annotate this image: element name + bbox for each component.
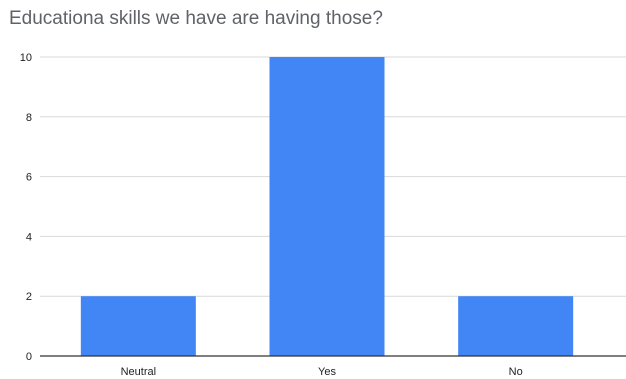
- y-tick-label: 4: [26, 231, 32, 243]
- y-axis-ticks: 0 2 4 6 8 10: [20, 52, 32, 363]
- bar-neutral: [80, 296, 196, 356]
- y-tick-label: 10: [20, 52, 32, 64]
- y-tick-label: 8: [26, 112, 32, 124]
- x-category-label: Neutral: [121, 366, 156, 378]
- y-tick-label: 2: [26, 291, 32, 303]
- x-axis-categories: Neutral Yes No: [121, 366, 523, 378]
- x-category-label: No: [509, 366, 523, 378]
- bar-no: [458, 296, 574, 356]
- x-category-label: Yes: [318, 366, 336, 378]
- chart-title: Educationa skills we have are having tho…: [9, 8, 383, 29]
- bars: [80, 57, 574, 356]
- bar-yes: [269, 57, 385, 356]
- y-tick-label: 0: [26, 351, 32, 363]
- y-tick-label: 6: [26, 172, 32, 184]
